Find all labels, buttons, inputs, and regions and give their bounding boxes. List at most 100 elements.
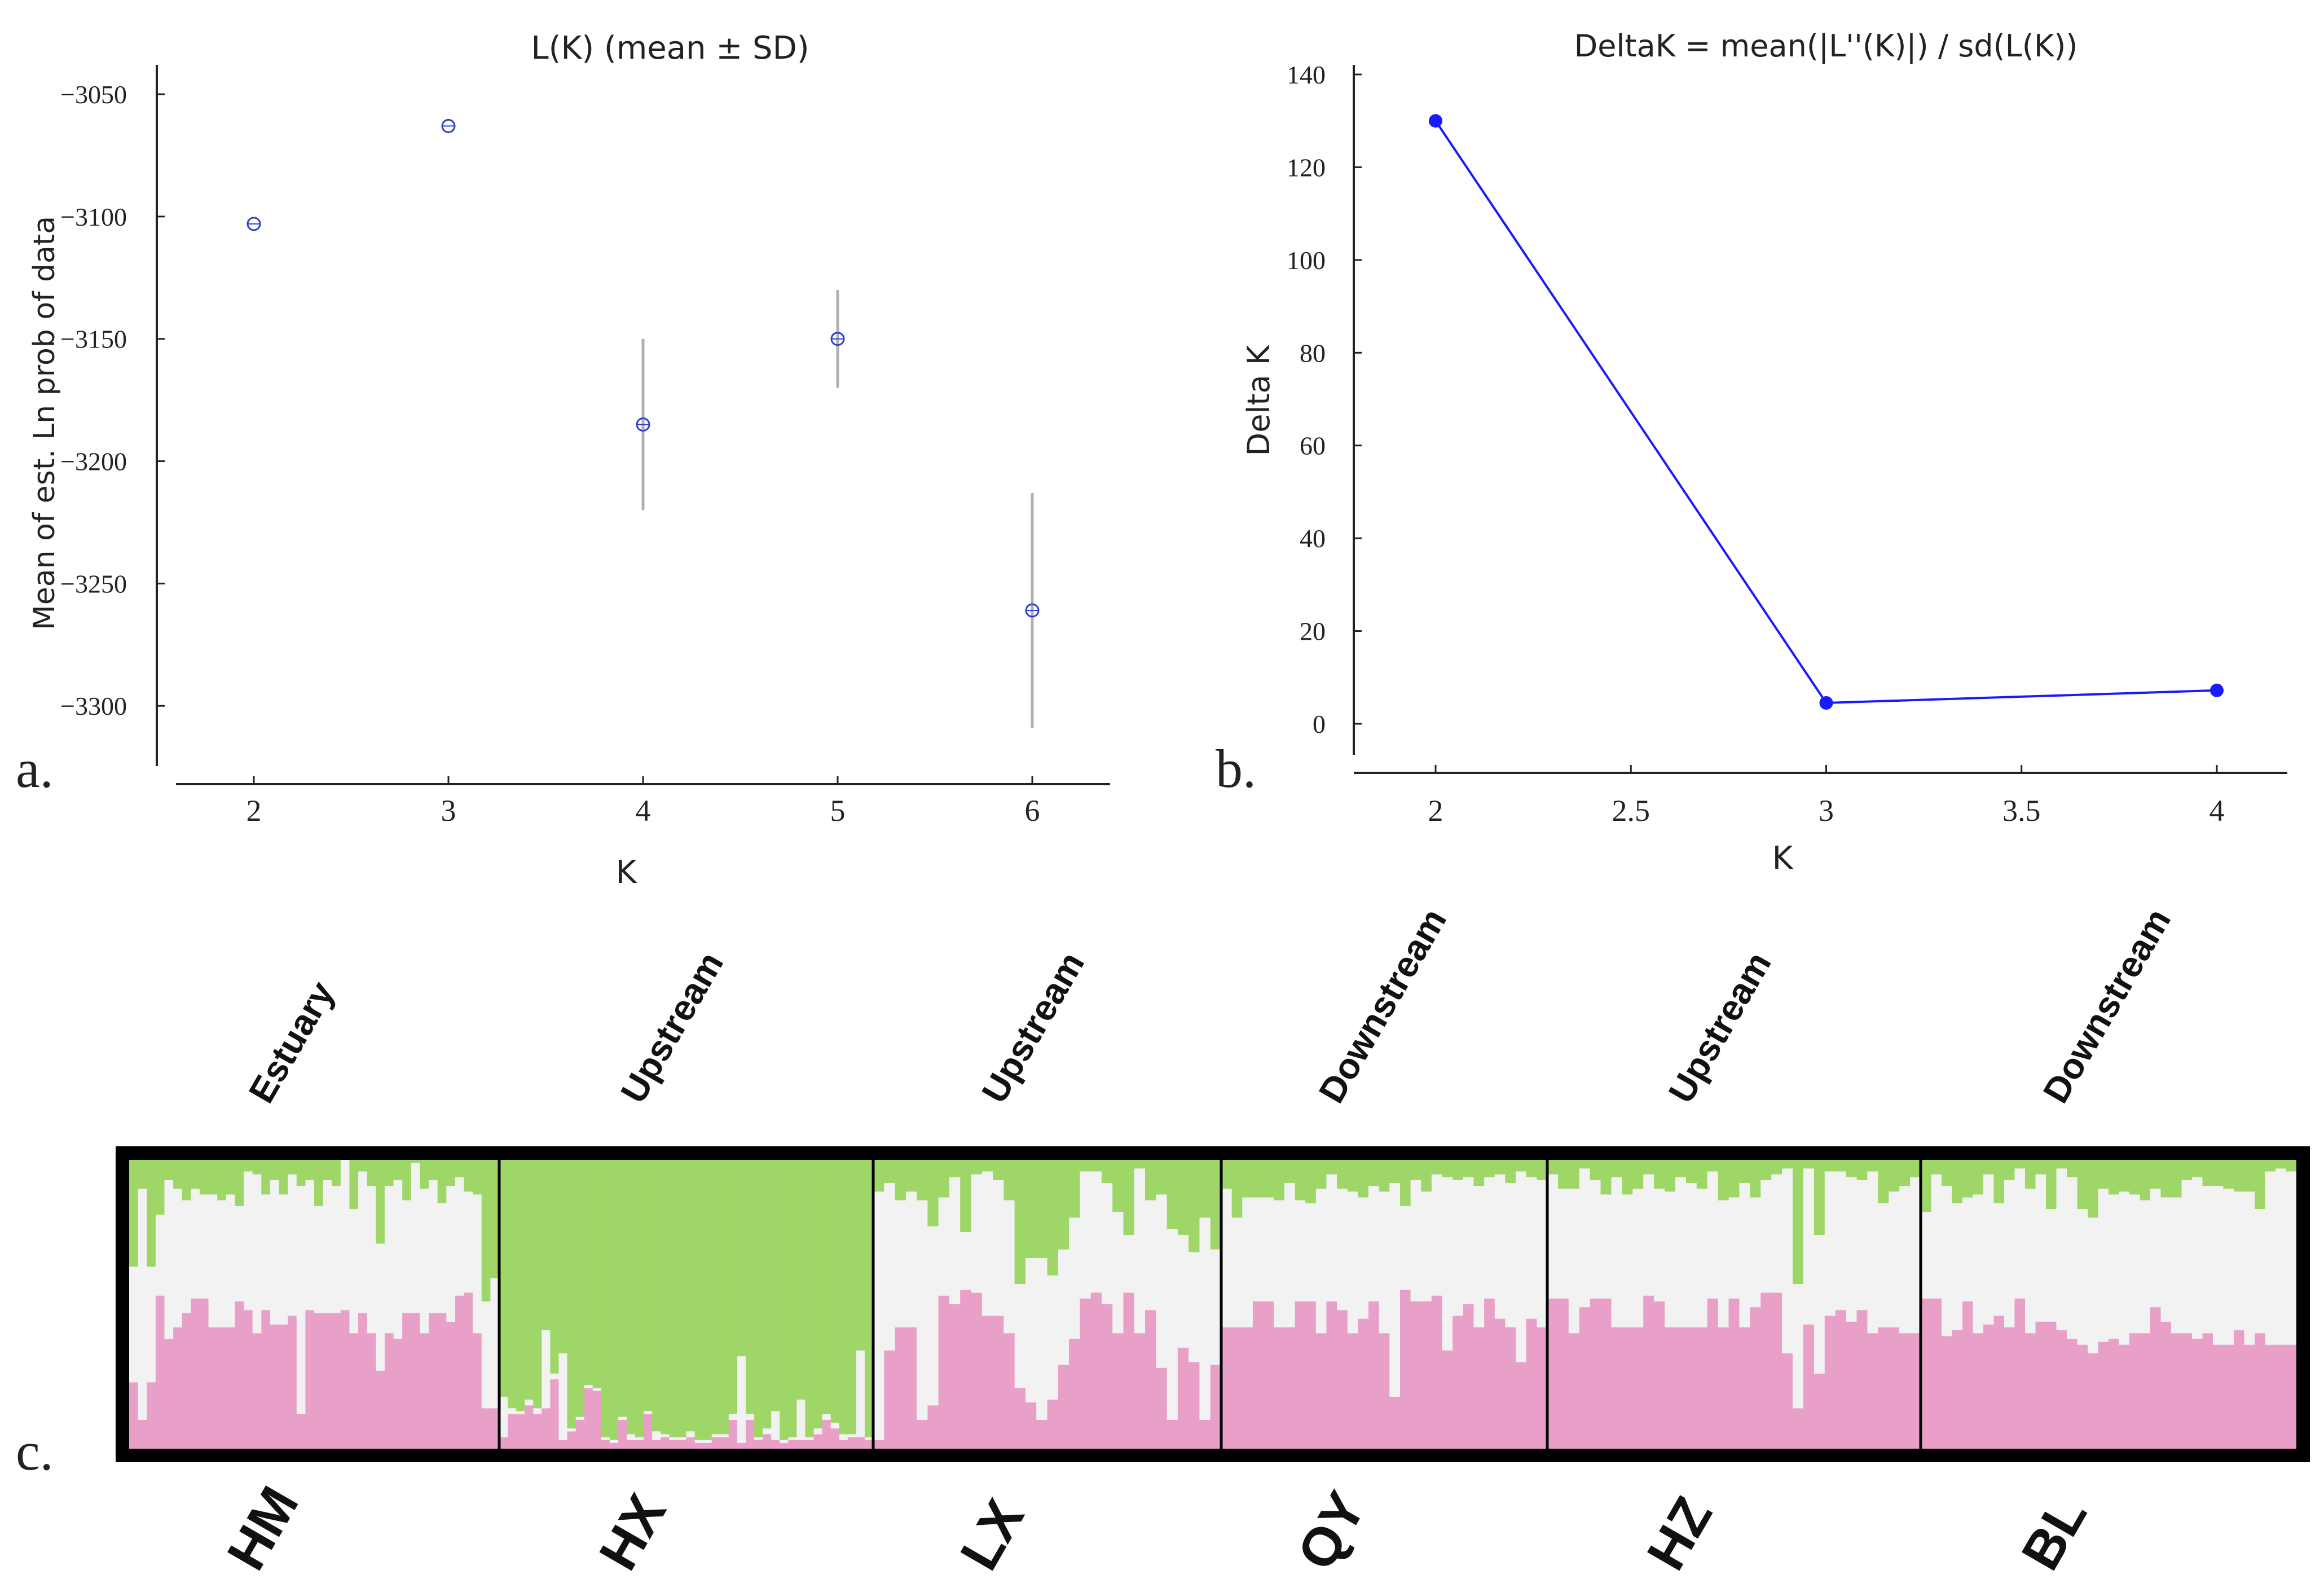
panel-label-a: a. [16,738,54,799]
panel-a-ytick-label: −3200 [60,447,127,476]
cluster-white-bar [1221,1189,1233,1327]
region-label-hx: Upstream [613,945,731,1110]
cluster-pink-bar [1696,1327,1708,1449]
cluster-white-bar [1368,1186,1380,1301]
cluster-pink-bar [208,1327,218,1449]
cluster-green-bar [429,1160,438,1180]
cluster-green-bar [349,1160,359,1209]
cluster-pink-bar [411,1313,421,1449]
cluster-pink-bar [1516,1362,1527,1449]
cluster-white-bar [1993,1203,2005,1316]
cluster-green-bar [1379,1160,1390,1192]
cluster-white-bar [1878,1203,1889,1327]
cluster-pink-bar [226,1327,236,1449]
panel-b-ytick-label: 40 [1300,524,1326,553]
population-code-lx: LX [949,1490,1036,1579]
cluster-green-bar [2067,1160,2078,1177]
cluster-pink-bar [340,1310,350,1449]
cluster-green-bar [703,1160,712,1440]
cluster-green-bar [2244,1160,2255,1192]
cluster-green-bar [288,1160,297,1175]
cluster-pink-bar [296,1414,306,1449]
panel-b-xlabel: K [1772,840,1794,877]
cluster-pink-bar [2025,1333,2036,1449]
cluster-white-bar [917,1200,928,1420]
cluster-pink-bar [796,1440,806,1449]
cluster-pink-bar [949,1304,961,1449]
cluster-pink-bar [1600,1298,1612,1449]
cluster-pink-bar [558,1440,568,1449]
panel-c-dividers [498,1160,1922,1449]
cluster-green-bar [1771,1160,1782,1175]
cluster-white-bar [182,1200,191,1313]
cluster-pink-bar [763,1434,772,1449]
cluster-green-bar [864,1160,874,1437]
cluster-white-bar [429,1180,438,1313]
cluster-pink-bar [1983,1324,1995,1449]
cluster-green-bar [1973,1160,1984,1195]
panel-b-xtick-label: 2 [1428,794,1443,828]
cluster-white-bar [490,1278,500,1409]
cluster-white-bar [2129,1194,2141,1334]
cluster-white-bar [745,1414,755,1420]
cluster-pink-bar [332,1313,341,1449]
cluster-pink-bar [2098,1342,2109,1449]
cluster-green-bar [1526,1160,1537,1177]
cluster-white-bar [1058,1249,1069,1365]
cluster-pink-bar [349,1333,359,1449]
cluster-pink-bar [873,1440,884,1449]
cluster-pink-bar [138,1419,147,1449]
cluster-pink-bar [1590,1298,1601,1449]
cluster-green-bar [2265,1160,2276,1172]
panel-a-ytick-label: −3150 [60,325,127,354]
cluster-pink-bar [839,1440,848,1449]
cluster-white-bar [711,1434,721,1437]
cluster-green-bar [873,1160,884,1192]
cluster-white-bar [2244,1191,2255,1345]
cluster-green-bar [2286,1160,2297,1172]
cluster-white-bar [567,1428,576,1432]
cluster-green-bar [516,1160,525,1411]
cluster-green-bar [1889,1160,1900,1192]
cluster-white-bar [411,1163,421,1313]
cluster-white-bar [847,1434,857,1437]
cluster-green-bar [1014,1160,1026,1285]
cluster-green-bar [575,1160,585,1417]
cluster-pink-bar [2004,1327,2015,1449]
cluster-pink-bar [420,1333,429,1449]
cluster-green-bar [993,1160,1004,1180]
cluster-green-bar [2119,1160,2130,1192]
cluster-white-bar [728,1414,738,1420]
cluster-pink-bar [2140,1333,2151,1449]
cluster-white-bar [1739,1182,1750,1327]
cluster-green-bar [1047,1160,1059,1275]
cluster-pink-bar [694,1442,704,1449]
cluster-white-bar [2067,1177,2078,1339]
cluster-green-bar [1058,1160,1069,1250]
cluster-green-bar [1993,1160,2005,1203]
cluster-pink-bar [2223,1344,2234,1449]
cluster-white-bar [1112,1212,1124,1334]
cluster-white-bar [1537,1180,1548,1327]
cluster-pink-bar [711,1437,721,1449]
cluster-white-bar [771,1411,780,1440]
cluster-pink-bar [2234,1330,2245,1449]
cluster-pink-bar [533,1414,542,1449]
cluster-white-bar [677,1437,687,1440]
cluster-pink-bar [2265,1344,2276,1449]
cluster-green-bar [1782,1160,1793,1169]
cluster-white-bar [2004,1180,2015,1327]
panel-a-xtick-label: 2 [247,794,262,828]
cluster-pink-bar [993,1316,1004,1449]
cluster-pink-bar [173,1327,183,1449]
cluster-pink-bar [1824,1316,1836,1449]
panel-a-xtick-label: 3 [441,794,456,828]
cluster-pink-bar [1665,1327,1676,1449]
cluster-green-bar [235,1160,244,1206]
cluster-pink-bar [1484,1298,1495,1449]
cluster-white-bar [993,1180,1004,1316]
cluster-green-bar [1410,1160,1421,1180]
cluster-pink-bar [217,1327,227,1449]
cluster-green-bar [473,1160,482,1195]
cluster-pink-bar [2213,1344,2224,1449]
